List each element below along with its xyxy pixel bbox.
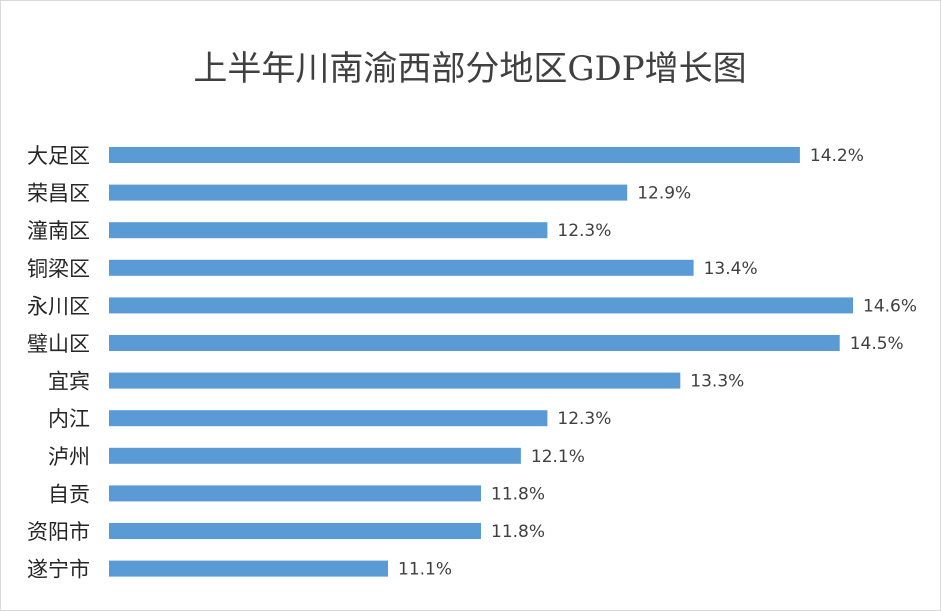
bar-1 <box>109 184 628 201</box>
bars-layer <box>109 147 853 577</box>
category-label-2: 潼南区 <box>27 219 90 243</box>
bar-0 <box>109 147 800 163</box>
value-label-8: 12.1% <box>531 447 585 467</box>
bar-11 <box>109 560 388 577</box>
bar-7 <box>109 410 548 427</box>
bar-3 <box>109 259 694 276</box>
value-label-11: 11.1% <box>398 560 452 580</box>
value-label-4: 14.6% <box>863 296 917 316</box>
category-label-9: 自贡 <box>48 482 90 506</box>
category-label-4: 永川区 <box>27 294 90 318</box>
value-label-7: 12.3% <box>557 409 611 429</box>
bar-5 <box>109 335 840 351</box>
bar-9 <box>109 485 481 502</box>
value-labels: 14.2% 12.9% 12.3% 13.4% 14.6% 14.5% 13.3% 12.3%… <box>398 146 917 580</box>
category-label-5: 璧山区 <box>27 332 90 356</box>
value-label-6: 13.3% <box>690 372 744 392</box>
value-label-10: 11.8% <box>491 522 545 542</box>
bar-2 <box>109 222 548 239</box>
category-label-11: 遂宁市 <box>27 558 90 582</box>
category-label-0: 大足区 <box>27 144 90 168</box>
value-label-9: 11.8% <box>491 484 545 504</box>
value-label-5: 14.5% <box>850 334 904 354</box>
bar-8 <box>109 447 521 464</box>
category-label-7: 内江 <box>48 407 90 431</box>
bar-6 <box>109 372 681 389</box>
category-label-3: 铜梁区 <box>27 257 90 281</box>
category-label-10: 资阳市 <box>27 520 90 544</box>
value-label-2: 12.3% <box>557 221 611 241</box>
value-label-0: 14.2% <box>810 146 864 166</box>
chart-title: 上半年川南渝西部分地区GDP增长图 <box>193 49 746 89</box>
category-label-8: 泸州 <box>48 445 90 469</box>
bar-10 <box>109 523 481 539</box>
bar-4 <box>109 297 853 314</box>
category-label-1: 荣昌区 <box>27 182 90 206</box>
value-label-3: 13.4% <box>704 259 758 279</box>
value-label-1: 12.9% <box>637 184 691 204</box>
category-label-6: 宜宾 <box>48 370 90 394</box>
